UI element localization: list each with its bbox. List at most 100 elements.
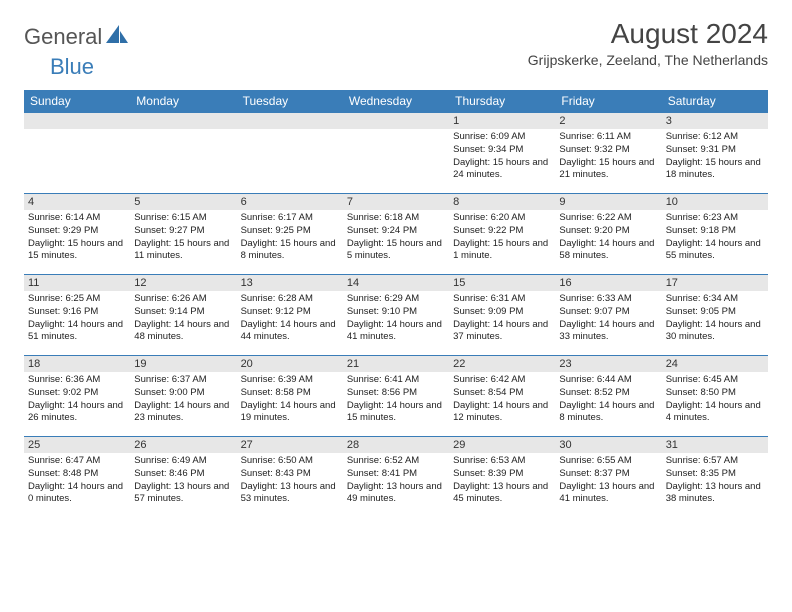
sunrise: Sunrise: 6:31 AM bbox=[453, 293, 551, 306]
calendar-cell: 11Sunrise: 6:25 AMSunset: 9:16 PMDayligh… bbox=[24, 275, 130, 356]
day-number: 18 bbox=[24, 356, 130, 372]
sunrise: Sunrise: 6:33 AM bbox=[559, 293, 657, 306]
calendar-cell: 1Sunrise: 6:09 AMSunset: 9:34 PMDaylight… bbox=[449, 113, 555, 194]
daylight: Daylight: 14 hours and 26 minutes. bbox=[28, 400, 126, 426]
day-header: Thursday bbox=[449, 90, 555, 113]
sunrise: Sunrise: 6:12 AM bbox=[666, 131, 764, 144]
location: Grijpskerke, Zeeland, The Netherlands bbox=[528, 52, 768, 68]
day-details: Sunrise: 6:22 AMSunset: 9:20 PMDaylight:… bbox=[555, 210, 661, 274]
day-details: Sunrise: 6:14 AMSunset: 9:29 PMDaylight:… bbox=[24, 210, 130, 274]
sunset: Sunset: 8:43 PM bbox=[241, 468, 339, 481]
sunrise: Sunrise: 6:44 AM bbox=[559, 374, 657, 387]
daylight: Daylight: 15 hours and 1 minute. bbox=[453, 238, 551, 264]
daylight: Daylight: 14 hours and 30 minutes. bbox=[666, 319, 764, 345]
calendar-week: 4Sunrise: 6:14 AMSunset: 9:29 PMDaylight… bbox=[24, 194, 768, 275]
daylight: Daylight: 14 hours and 55 minutes. bbox=[666, 238, 764, 264]
sunrise: Sunrise: 6:09 AM bbox=[453, 131, 551, 144]
day-details: Sunrise: 6:12 AMSunset: 9:31 PMDaylight:… bbox=[662, 129, 768, 193]
day-number bbox=[237, 113, 343, 129]
calendar-cell bbox=[130, 113, 236, 194]
sunset: Sunset: 8:48 PM bbox=[28, 468, 126, 481]
sunset: Sunset: 9:27 PM bbox=[134, 225, 232, 238]
calendar-cell: 10Sunrise: 6:23 AMSunset: 9:18 PMDayligh… bbox=[662, 194, 768, 275]
brand-blue: Blue bbox=[50, 54, 94, 79]
calendar-cell: 23Sunrise: 6:44 AMSunset: 8:52 PMDayligh… bbox=[555, 356, 661, 437]
calendar-cell: 16Sunrise: 6:33 AMSunset: 9:07 PMDayligh… bbox=[555, 275, 661, 356]
calendar-body: 1Sunrise: 6:09 AMSunset: 9:34 PMDaylight… bbox=[24, 113, 768, 518]
daylight: Daylight: 15 hours and 18 minutes. bbox=[666, 157, 764, 183]
daylight: Daylight: 14 hours and 33 minutes. bbox=[559, 319, 657, 345]
calendar-cell: 6Sunrise: 6:17 AMSunset: 9:25 PMDaylight… bbox=[237, 194, 343, 275]
calendar-cell: 19Sunrise: 6:37 AMSunset: 9:00 PMDayligh… bbox=[130, 356, 236, 437]
day-details: Sunrise: 6:29 AMSunset: 9:10 PMDaylight:… bbox=[343, 291, 449, 355]
daylight: Daylight: 14 hours and 41 minutes. bbox=[347, 319, 445, 345]
day-number: 17 bbox=[662, 275, 768, 291]
day-details: Sunrise: 6:20 AMSunset: 9:22 PMDaylight:… bbox=[449, 210, 555, 274]
calendar-cell: 13Sunrise: 6:28 AMSunset: 9:12 PMDayligh… bbox=[237, 275, 343, 356]
daylight: Daylight: 14 hours and 48 minutes. bbox=[134, 319, 232, 345]
calendar-week: 25Sunrise: 6:47 AMSunset: 8:48 PMDayligh… bbox=[24, 437, 768, 518]
sunrise: Sunrise: 6:42 AM bbox=[453, 374, 551, 387]
day-number bbox=[24, 113, 130, 129]
calendar-cell: 8Sunrise: 6:20 AMSunset: 9:22 PMDaylight… bbox=[449, 194, 555, 275]
sunset: Sunset: 8:50 PM bbox=[666, 387, 764, 400]
sunrise: Sunrise: 6:29 AM bbox=[347, 293, 445, 306]
day-details: Sunrise: 6:53 AMSunset: 8:39 PMDaylight:… bbox=[449, 453, 555, 517]
sunset: Sunset: 8:39 PM bbox=[453, 468, 551, 481]
calendar-cell: 26Sunrise: 6:49 AMSunset: 8:46 PMDayligh… bbox=[130, 437, 236, 518]
brand-sail-icon bbox=[106, 25, 128, 50]
sunset: Sunset: 9:09 PM bbox=[453, 306, 551, 319]
day-header: Friday bbox=[555, 90, 661, 113]
daylight: Daylight: 15 hours and 8 minutes. bbox=[241, 238, 339, 264]
calendar-cell: 18Sunrise: 6:36 AMSunset: 9:02 PMDayligh… bbox=[24, 356, 130, 437]
day-details bbox=[343, 129, 449, 193]
daylight: Daylight: 15 hours and 11 minutes. bbox=[134, 238, 232, 264]
daylight: Daylight: 14 hours and 0 minutes. bbox=[28, 481, 126, 507]
day-number: 12 bbox=[130, 275, 236, 291]
day-number: 2 bbox=[555, 113, 661, 129]
sunrise: Sunrise: 6:23 AM bbox=[666, 212, 764, 225]
sunset: Sunset: 8:56 PM bbox=[347, 387, 445, 400]
calendar-week: 1Sunrise: 6:09 AMSunset: 9:34 PMDaylight… bbox=[24, 113, 768, 194]
day-details bbox=[130, 129, 236, 193]
day-number: 21 bbox=[343, 356, 449, 372]
day-details: Sunrise: 6:15 AMSunset: 9:27 PMDaylight:… bbox=[130, 210, 236, 274]
daylight: Daylight: 15 hours and 21 minutes. bbox=[559, 157, 657, 183]
day-details: Sunrise: 6:44 AMSunset: 8:52 PMDaylight:… bbox=[555, 372, 661, 436]
sunset: Sunset: 9:25 PM bbox=[241, 225, 339, 238]
day-details: Sunrise: 6:23 AMSunset: 9:18 PMDaylight:… bbox=[662, 210, 768, 274]
day-details: Sunrise: 6:33 AMSunset: 9:07 PMDaylight:… bbox=[555, 291, 661, 355]
daylight: Daylight: 15 hours and 24 minutes. bbox=[453, 157, 551, 183]
day-number: 31 bbox=[662, 437, 768, 453]
day-number: 9 bbox=[555, 194, 661, 210]
day-number: 25 bbox=[24, 437, 130, 453]
daylight: Daylight: 14 hours and 15 minutes. bbox=[347, 400, 445, 426]
title-block: August 2024 Grijpskerke, Zeeland, The Ne… bbox=[528, 18, 768, 68]
day-number: 16 bbox=[555, 275, 661, 291]
day-header: Monday bbox=[130, 90, 236, 113]
sunset: Sunset: 8:37 PM bbox=[559, 468, 657, 481]
calendar-cell bbox=[24, 113, 130, 194]
sunset: Sunset: 8:35 PM bbox=[666, 468, 764, 481]
sunrise: Sunrise: 6:53 AM bbox=[453, 455, 551, 468]
sunrise: Sunrise: 6:17 AM bbox=[241, 212, 339, 225]
sunset: Sunset: 9:31 PM bbox=[666, 144, 764, 157]
sunset: Sunset: 9:24 PM bbox=[347, 225, 445, 238]
day-details bbox=[237, 129, 343, 193]
sunrise: Sunrise: 6:11 AM bbox=[559, 131, 657, 144]
day-details: Sunrise: 6:31 AMSunset: 9:09 PMDaylight:… bbox=[449, 291, 555, 355]
sunrise: Sunrise: 6:22 AM bbox=[559, 212, 657, 225]
day-number: 26 bbox=[130, 437, 236, 453]
daylight: Daylight: 14 hours and 8 minutes. bbox=[559, 400, 657, 426]
calendar-cell: 5Sunrise: 6:15 AMSunset: 9:27 PMDaylight… bbox=[130, 194, 236, 275]
day-details: Sunrise: 6:37 AMSunset: 9:00 PMDaylight:… bbox=[130, 372, 236, 436]
sunrise: Sunrise: 6:39 AM bbox=[241, 374, 339, 387]
day-number: 4 bbox=[24, 194, 130, 210]
sunrise: Sunrise: 6:28 AM bbox=[241, 293, 339, 306]
day-details: Sunrise: 6:45 AMSunset: 8:50 PMDaylight:… bbox=[662, 372, 768, 436]
sunrise: Sunrise: 6:55 AM bbox=[559, 455, 657, 468]
day-number: 5 bbox=[130, 194, 236, 210]
calendar-head: SundayMondayTuesdayWednesdayThursdayFrid… bbox=[24, 90, 768, 113]
daylight: Daylight: 14 hours and 58 minutes. bbox=[559, 238, 657, 264]
day-details: Sunrise: 6:36 AMSunset: 9:02 PMDaylight:… bbox=[24, 372, 130, 436]
